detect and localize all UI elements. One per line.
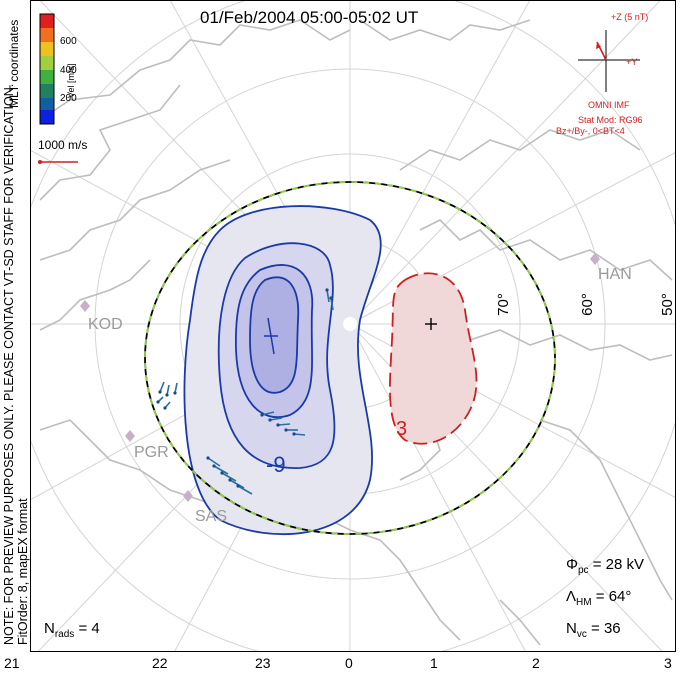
mlt-tick-22: 22	[152, 655, 168, 671]
hm-latitude: ΛHM = 64°	[566, 588, 632, 608]
latitude-label-70: 70°	[494, 293, 512, 316]
contour-label-negative: -9	[266, 452, 286, 477]
imf-clock	[578, 30, 640, 92]
coordinate-label: MLT coordinates	[7, 19, 21, 108]
negative-cell-core	[249, 276, 300, 394]
mlt-tick-0: 0	[345, 655, 353, 671]
vector-count: Nvc = 36	[566, 620, 621, 640]
imf-source: OMNI IMF	[588, 100, 630, 110]
station-label-kod: KOD	[88, 316, 123, 333]
radar-count: Nrads = 4	[44, 620, 100, 640]
mlt-tick-23: 23	[255, 655, 271, 671]
imf-condition: Bz+/By-, 0<BT<4	[556, 126, 625, 136]
velocity-scale-label: 1000 m/s	[38, 138, 88, 152]
station-markers	[80, 253, 600, 502]
station-label-pgr: PGR	[134, 444, 169, 461]
mlt-tick-2: 2	[532, 655, 540, 671]
positive-cell	[389, 272, 478, 445]
colorbar-tick-200: 200	[60, 93, 77, 104]
station-label-han: HAN	[598, 266, 632, 283]
contour-label-positive: 3	[396, 418, 408, 440]
colorbar-tick-600: 600	[60, 36, 77, 47]
latitude-label-60: 60°	[578, 293, 596, 316]
stat-model: Stat Mod: RG96	[578, 115, 643, 125]
preview-note: NOTE: FOR PREVIEW PURPOSES ONLY. PLEASE …	[2, 83, 16, 645]
mlt-tick-1: 1	[430, 655, 438, 671]
mlt-tick-21: 21	[4, 655, 20, 671]
imf-y-label: +Y	[626, 57, 638, 67]
mlt-tick-3: 3	[664, 655, 672, 671]
map-title: 01/Feb/2004 05:00-05:02 UT	[200, 8, 419, 27]
colorbar	[39, 13, 55, 125]
latitude-label-50: 50°	[658, 293, 676, 316]
cross-polar-potential: Φpc = 28 kV	[566, 556, 644, 576]
velocity-vectors	[157, 289, 334, 495]
fit-order-note: FitOrder: 8, mapEX format	[16, 498, 30, 645]
pole-marker	[343, 317, 357, 331]
imf-z-label: +Z (5 nT)	[611, 12, 649, 22]
velocity-scale-arrow	[38, 160, 78, 164]
station-label-sas: SAS	[195, 508, 228, 525]
colorbar-tick-400: 400	[60, 65, 77, 76]
